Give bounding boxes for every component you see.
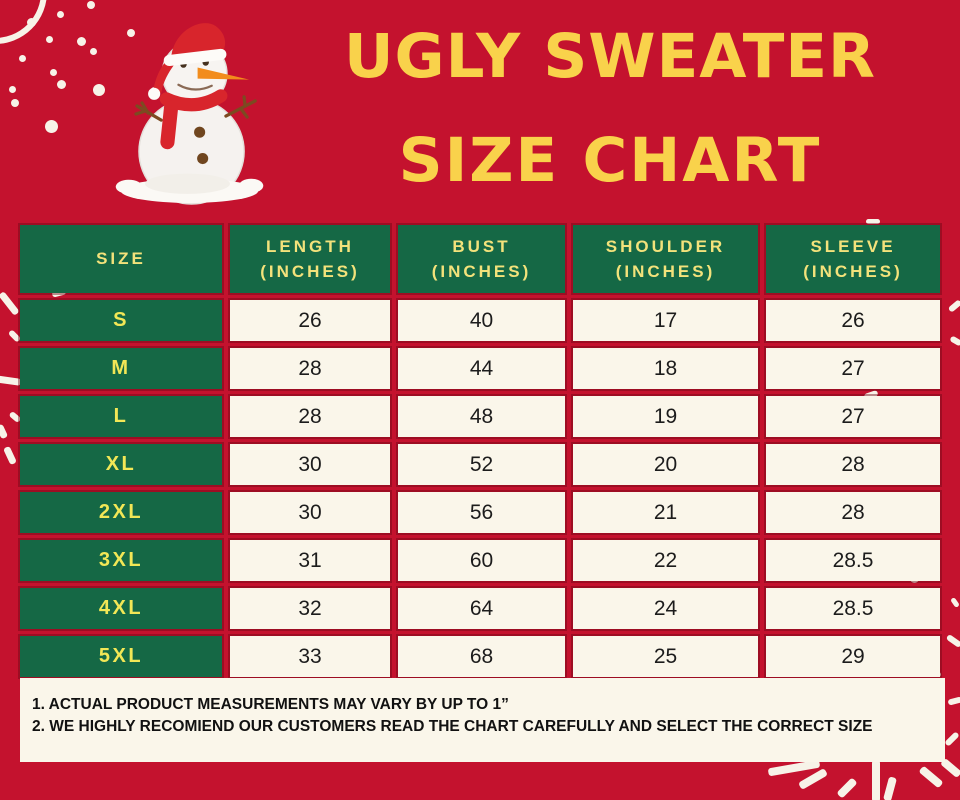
header-cell-bust: BUST (INCHES) <box>398 225 565 293</box>
shoulder-cell: 25 <box>573 636 758 677</box>
starburst-ray <box>883 776 897 800</box>
sleeve-cell: 26 <box>766 300 940 341</box>
starburst-ray <box>798 768 828 790</box>
size-cell: XL <box>20 444 222 485</box>
snowflake-arm <box>3 445 17 466</box>
snow-dot <box>93 84 105 96</box>
snowflake-arm <box>0 291 20 316</box>
header-unit: (INCHES) <box>803 262 903 281</box>
header-cell-sleeve: SLEEVE (INCHES) <box>766 225 940 293</box>
starburst-ray <box>836 777 858 799</box>
shoulder-cell: 17 <box>573 300 758 341</box>
twig-arms <box>134 95 257 122</box>
title-line-1: UGLY SWEATER <box>344 21 876 92</box>
bust-cell: 52 <box>398 444 565 485</box>
length-cell: 28 <box>230 396 390 437</box>
snow-dot <box>87 1 95 9</box>
sleeve-cell: 27 <box>766 348 940 389</box>
bust-cell: 44 <box>398 348 565 389</box>
header-label: LENGTH <box>266 236 354 256</box>
snow-dot <box>11 99 19 107</box>
bust-cell: 56 <box>398 492 565 533</box>
header-label: SLEEVE <box>810 236 896 256</box>
header-cell-size: SIZE <box>20 225 222 293</box>
length-cell: 30 <box>230 444 390 485</box>
size-cell: 2XL <box>20 492 222 533</box>
length-cell: 28 <box>230 348 390 389</box>
size-cell: M <box>20 348 222 389</box>
length-cell: 32 <box>230 588 390 629</box>
header-label: BUST <box>452 236 511 256</box>
bust-cell: 68 <box>398 636 565 677</box>
snow-dot <box>127 29 135 37</box>
snowflake-arm <box>947 696 960 706</box>
size-cell: L <box>20 396 222 437</box>
shoulder-cell: 21 <box>573 492 758 533</box>
snow-dot <box>46 36 53 43</box>
starburst-ray <box>872 760 880 800</box>
sleeve-cell: 28.5 <box>766 588 940 629</box>
snow-dot <box>57 80 66 89</box>
bust-cell: 64 <box>398 588 565 629</box>
snowflake-arm <box>950 596 960 609</box>
snowflake-arm <box>949 335 960 347</box>
snowflake-arm <box>947 299 960 313</box>
snowflake-arm <box>945 633 960 649</box>
bust-cell: 48 <box>398 396 565 437</box>
bust-cell: 60 <box>398 540 565 581</box>
snowflake-arm <box>0 423 9 440</box>
snow-dot <box>9 86 16 93</box>
sleeve-cell: 28 <box>766 492 940 533</box>
length-cell: 26 <box>230 300 390 341</box>
size-cell: 4XL <box>20 588 222 629</box>
snow-dot <box>50 69 57 76</box>
shoulder-cell: 22 <box>573 540 758 581</box>
header-unit: (INCHES) <box>615 262 716 281</box>
snow-ring-decoration <box>0 0 47 44</box>
sleeve-cell: 28.5 <box>766 540 940 581</box>
snow-dot <box>45 120 58 133</box>
starburst-ray <box>918 765 944 789</box>
sleeve-cell: 28 <box>766 444 940 485</box>
sleeve-cell: 29 <box>766 636 940 677</box>
title-line-2: SIZE CHART <box>398 125 822 196</box>
size-cell: 3XL <box>20 540 222 581</box>
snow-dot <box>27 18 36 27</box>
length-cell: 30 <box>230 492 390 533</box>
notes-panel: 1. ACTUAL PRODUCT MEASUREMENTS MAY VARY … <box>20 678 945 762</box>
header-label: SHOULDER <box>605 236 726 256</box>
snow-dot <box>90 48 97 55</box>
shoulder-cell: 20 <box>573 444 758 485</box>
header-unit: (INCHES) <box>260 262 360 281</box>
snowflake-arm <box>944 731 960 747</box>
snow-dot <box>77 37 86 46</box>
length-cell: 31 <box>230 540 390 581</box>
shoulder-cell: 19 <box>573 396 758 437</box>
sleeve-cell: 27 <box>766 396 940 437</box>
page-title: UGLY SWEATER SIZE CHART <box>285 16 935 196</box>
snow-dot <box>19 55 26 62</box>
snowflake-arm <box>866 219 880 224</box>
header-cell-shoulder: SHOULDER (INCHES) <box>573 225 758 293</box>
size-cell: 5XL <box>20 636 222 677</box>
length-cell: 33 <box>230 636 390 677</box>
header-label: SIZE <box>96 249 146 269</box>
header-unit: (INCHES) <box>431 262 532 281</box>
size-cell: S <box>20 300 222 341</box>
shoulder-cell: 24 <box>573 588 758 629</box>
bust-cell: 40 <box>398 300 565 341</box>
note-2: 2. WE HIGHLY RECOMIEND OUR CUSTOMERS REA… <box>32 718 873 736</box>
snowflake-arm <box>0 375 22 386</box>
snowman-illustration <box>115 23 264 205</box>
snow-dot <box>57 11 64 18</box>
shoulder-cell: 18 <box>573 348 758 389</box>
header-cell-length: LENGTH (INCHES) <box>230 225 390 293</box>
size-table: SIZE LENGTH (INCHES) BUST (INCHES) SHOUL… <box>20 225 940 677</box>
note-1: 1. ACTUAL PRODUCT MEASUREMENTS MAY VARY … <box>32 696 509 713</box>
